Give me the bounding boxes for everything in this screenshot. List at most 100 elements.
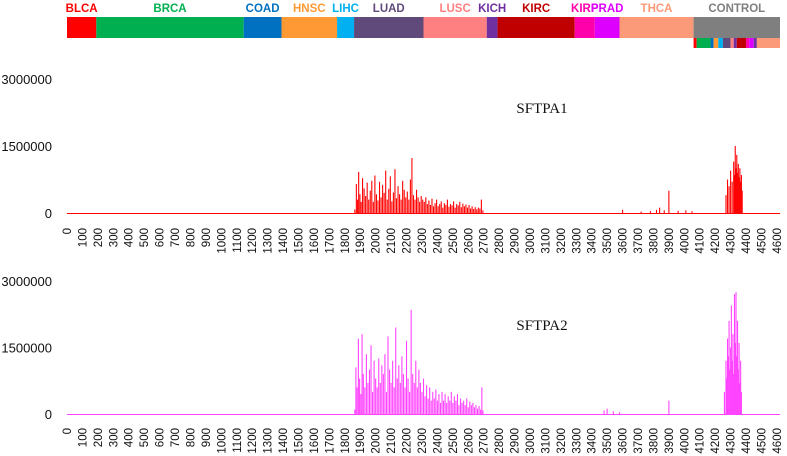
sftpa2-xtick-1100: 1100 xyxy=(232,428,244,453)
sftpa1-xtick-1200: 1200 xyxy=(247,228,259,254)
sftpa1-xtick-2000: 2000 xyxy=(371,228,383,254)
sftpa2-xtick-2600: 2600 xyxy=(463,428,475,454)
control-subsegment-6 xyxy=(730,38,734,48)
sftpa1-xtick-4200: 4200 xyxy=(710,228,722,254)
sftpa1-xtick-4600: 4600 xyxy=(772,228,784,254)
sftpa1-xtick-1800: 1800 xyxy=(340,228,352,254)
sftpa2-title: SFTPA2 xyxy=(516,318,567,334)
cancer-label-kich: KICH xyxy=(478,3,506,15)
cancer-segment-hnsc xyxy=(281,17,338,38)
cancer-segment-luad xyxy=(354,17,424,38)
sftpa1-xtick-3300: 3300 xyxy=(571,228,583,254)
cancer-label-coad: COAD xyxy=(246,3,280,15)
sftpa1-ytick-3000000: 3000000 xyxy=(1,72,52,87)
sftpa1-xtick-3000: 3000 xyxy=(525,228,537,254)
control-subsegment-0 xyxy=(693,38,697,48)
sftpa2-xtick-4600: 4600 xyxy=(772,428,784,454)
cancer-segment-coad xyxy=(243,17,282,38)
sftpa1-xtick-700: 700 xyxy=(170,228,182,247)
sftpa1-xtick-1600: 1600 xyxy=(309,228,321,254)
sftpa2-xtick-1900: 1900 xyxy=(355,428,367,454)
sftpa2-xtick-2300: 2300 xyxy=(417,428,429,454)
sftpa1-xtick-2600: 2600 xyxy=(463,228,475,254)
sftpa1-xtick-100: 100 xyxy=(77,228,89,247)
sftpa1-xtick-1500: 1500 xyxy=(293,228,305,254)
control-subsegment-3 xyxy=(713,38,719,48)
sftpa2-xtick-3000: 3000 xyxy=(525,428,537,454)
sftpa1-xtick-400: 400 xyxy=(124,228,136,247)
sftpa2-ytick-0: 0 xyxy=(45,407,52,422)
sftpa1-x-axis: 0 100 200 300 400 500 600 700 800 900 1000 1100 1200… xyxy=(62,213,784,254)
cancer-label-lihc: LIHC xyxy=(332,3,359,15)
cancer-segment-lihc xyxy=(337,17,355,38)
sftpa1-xtick-500: 500 xyxy=(139,228,151,247)
sftpa2-xtick-100: 100 xyxy=(77,428,89,447)
sftpa1-xtick-2500: 2500 xyxy=(448,228,460,254)
sftpa2-xtick-3800: 3800 xyxy=(648,428,660,454)
sftpa2-xtick-1800: 1800 xyxy=(340,428,352,454)
cancer-label-control: CONTROL xyxy=(708,3,765,15)
sftpa1-xtick-2700: 2700 xyxy=(479,228,491,254)
sftpa1-xtick-4300: 4300 xyxy=(726,228,738,254)
control-subsegment-10 xyxy=(749,38,754,48)
sftpa2-xtick-4000: 4000 xyxy=(679,428,691,454)
sftpa2-xtick-800: 800 xyxy=(185,428,197,447)
sftpa2-y-axis: 3000000 1500000 0 xyxy=(1,274,52,422)
cancer-segment-kirp xyxy=(574,17,595,38)
cancer-label-kirc: KIRC xyxy=(522,3,550,15)
sftpa2-xtick-1600: 1600 xyxy=(309,428,321,454)
sftpa1-xtick-1300: 1300 xyxy=(263,228,275,254)
cancer-label-prad: PRAD xyxy=(591,3,624,15)
sftpa1-xtick-4000: 4000 xyxy=(679,228,691,254)
cancer-type-bar: BLCA BRCA COAD HNSC LIHC LUAD LUSC KICH KIRC KIRP… xyxy=(66,3,780,48)
sftpa2-xtick-1300: 1300 xyxy=(263,428,275,454)
cancer-label-lusc: LUSC xyxy=(439,3,470,15)
sftpa2-xtick-1200: 1200 xyxy=(247,428,259,454)
control-subsegment-7 xyxy=(733,38,737,48)
sftpa2-xtick-3500: 3500 xyxy=(602,428,614,454)
cancer-label-kirp: KIRP xyxy=(571,3,599,15)
cancer-segment-thca xyxy=(619,17,694,38)
sftpa1-xtick-4400: 4400 xyxy=(741,228,753,254)
sftpa1-xtick-1700: 1700 xyxy=(324,228,336,254)
sftpa1-xtick-800: 800 xyxy=(185,228,197,247)
sftpa1-xtick-1900: 1900 xyxy=(355,228,367,254)
sftpa2-xtick-4100: 4100 xyxy=(695,428,707,454)
sftpa2-xtick-3400: 3400 xyxy=(587,428,599,454)
sftpa2-xtick-2100: 2100 xyxy=(386,428,398,454)
sftpa1-xtick-2900: 2900 xyxy=(510,228,522,254)
sftpa1-xtick-0: 0 xyxy=(62,228,74,234)
cancer-segment-lusc xyxy=(423,17,487,38)
sftpa2-xtick-2900: 2900 xyxy=(510,428,522,454)
cancer-segment-blca xyxy=(67,17,97,38)
sftpa1-xtick-200: 200 xyxy=(93,228,105,247)
sftpa2-xtick-1500: 1500 xyxy=(293,428,305,454)
sftpa1-xtick-3800: 3800 xyxy=(648,228,660,254)
cancer-label-blca: BLCA xyxy=(66,3,98,15)
sftpa2-xtick-2700: 2700 xyxy=(479,428,491,454)
cancer-label-brca: BRCA xyxy=(153,3,186,15)
sftpa2-xtick-3900: 3900 xyxy=(664,428,676,454)
sftpa2-xtick-700: 700 xyxy=(170,428,182,447)
cancer-label-hnsc: HNSC xyxy=(293,3,326,15)
sftpa1-xtick-2800: 2800 xyxy=(494,228,506,254)
sftpa2-x-axis: 0 100 200 300 400 500 600 700 800 900 1000 1100 1200… xyxy=(62,414,784,454)
sftpa1-xtick-3900: 3900 xyxy=(664,228,676,254)
sftpa2-xtick-2400: 2400 xyxy=(432,428,444,454)
sftpa2-xtick-3300: 3300 xyxy=(571,428,583,454)
sftpa1-y-axis: 3000000 1500000 0 xyxy=(1,72,52,221)
sftpa2-xtick-1000: 1000 xyxy=(216,428,228,454)
sftpa1-xtick-900: 900 xyxy=(201,228,213,247)
sftpa2-xtick-400: 400 xyxy=(124,428,136,447)
sftpa2-xtick-500: 500 xyxy=(139,428,151,447)
sftpa1-xtick-300: 300 xyxy=(108,228,120,247)
control-subsegment-4 xyxy=(718,38,723,48)
sftpa2-xtick-2000: 2000 xyxy=(371,428,383,454)
sftpa1-xtick-3400: 3400 xyxy=(587,228,599,254)
sftpa2-ytick-3000000: 3000000 xyxy=(1,274,52,289)
sftpa1-title: SFTPA1 xyxy=(516,101,567,117)
sftpa1-ytick-1500000: 1500000 xyxy=(1,139,52,154)
